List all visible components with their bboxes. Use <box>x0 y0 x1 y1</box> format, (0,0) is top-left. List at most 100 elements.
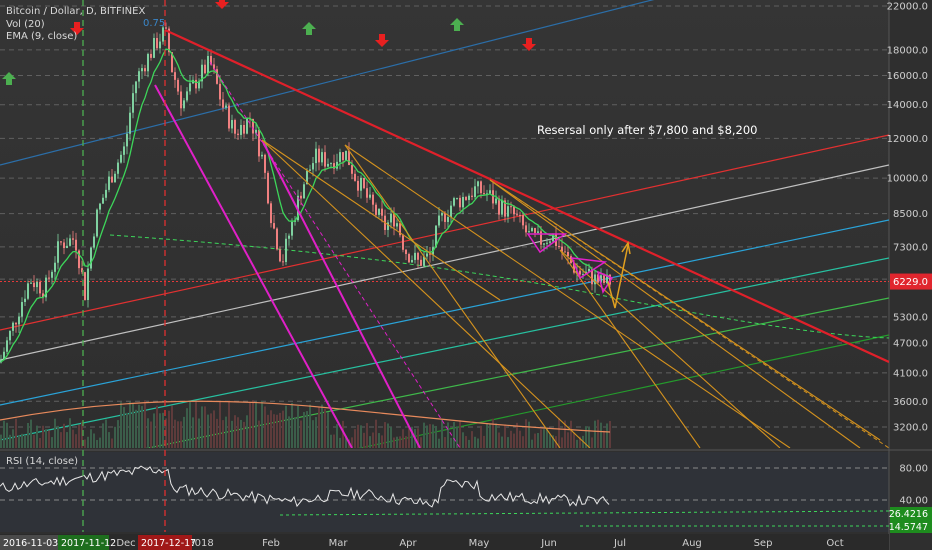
volume-bar <box>33 434 35 448</box>
candle-body <box>594 274 596 285</box>
volume-bar <box>603 430 605 448</box>
time-label: Aug <box>682 538 702 549</box>
candle-body <box>558 245 560 247</box>
volume-bar <box>276 414 278 448</box>
volume-bar <box>123 407 125 448</box>
volume-bar <box>75 434 77 448</box>
candle-body <box>120 154 122 163</box>
time-highlight <box>0 535 58 550</box>
fan-line <box>559 249 781 448</box>
candle-body <box>168 28 170 53</box>
volume-bar <box>423 422 425 448</box>
candle-body <box>150 53 152 58</box>
candle-body <box>99 203 101 210</box>
candle-body <box>174 72 176 80</box>
candle-body <box>465 196 467 200</box>
time-highlight <box>58 535 109 550</box>
volume-bar <box>357 424 359 448</box>
volume-bar <box>111 438 113 448</box>
candle-body <box>354 173 356 181</box>
legend-ema[interactable]: EMA (9, close) <box>6 31 78 42</box>
channel-line <box>0 219 889 406</box>
candle-body <box>366 188 368 198</box>
volume-bar <box>285 405 287 448</box>
volume-bar <box>159 413 161 448</box>
candle-body <box>72 238 74 240</box>
candle-body <box>315 148 317 164</box>
volume-bar <box>198 418 200 448</box>
candle-body <box>6 340 8 352</box>
volume-bar <box>489 423 491 448</box>
candle-body <box>33 282 35 288</box>
candle-body <box>138 71 140 82</box>
chart-legend: Bitcoin / Dollar, D, BITFINEX Vol (20) E… <box>6 6 145 44</box>
volume-bar <box>279 412 281 448</box>
volume-bar <box>243 421 245 448</box>
volume-bar <box>66 432 68 448</box>
candle-body <box>537 231 539 233</box>
candle-body <box>369 194 371 198</box>
volume-bar <box>561 437 563 448</box>
candle-body <box>312 163 314 170</box>
volume-bar <box>18 435 20 448</box>
candle-body <box>132 93 134 113</box>
legend-rsi[interactable]: RSI (14, close) <box>6 456 79 467</box>
candle-body <box>27 283 29 299</box>
volume-bar <box>510 430 512 448</box>
volume-bar <box>468 439 470 448</box>
candle-body <box>15 322 17 325</box>
volume-bar <box>90 429 92 448</box>
volume-bar <box>273 414 275 448</box>
ema-line <box>0 48 611 363</box>
candle-body <box>213 64 215 70</box>
volume-bar <box>477 438 479 448</box>
volume-bar <box>129 401 131 448</box>
legend-symbol[interactable]: Bitcoin / Dollar, D, BITFINEX <box>6 6 146 17</box>
rsi-marker-label: 14.5747 <box>889 522 928 533</box>
volume-bar <box>87 436 89 448</box>
volume-bar <box>420 437 422 448</box>
volume-bar <box>270 410 272 448</box>
volume-bar <box>570 420 572 448</box>
candle-body <box>588 268 590 272</box>
magenta-trendline <box>261 139 421 448</box>
volume-bar <box>180 421 182 448</box>
candle-body <box>186 91 188 101</box>
down-arrow-icon <box>215 0 229 9</box>
fib-label: 0.75 <box>143 18 165 29</box>
candle-body <box>360 177 362 191</box>
rsi-tick-label: 40.00 <box>899 496 928 507</box>
volume-bar <box>492 418 494 448</box>
volume-bar <box>93 433 95 448</box>
legend-volume[interactable]: Vol (20) <box>6 18 45 30</box>
candle-body <box>66 245 68 249</box>
candle-body <box>402 235 404 250</box>
volume-bar <box>156 405 158 448</box>
candle-body <box>12 322 14 331</box>
volume-bar <box>609 420 611 448</box>
volume-bar <box>525 419 527 448</box>
volume-bar <box>600 422 602 448</box>
volume-bar <box>255 401 257 448</box>
candle-body <box>342 152 344 161</box>
time-label: May <box>469 538 490 549</box>
candle-body <box>204 64 206 74</box>
volume-bar <box>303 412 305 448</box>
time-label: Feb <box>262 538 280 549</box>
projection-arrow <box>607 244 629 309</box>
candle-body <box>255 129 257 134</box>
candle-body <box>63 242 65 249</box>
price-tick-label: 3600.0 <box>893 397 928 408</box>
candle-body <box>261 154 263 157</box>
volume-bar <box>486 423 488 448</box>
volume-bar <box>402 429 404 448</box>
volume-bar <box>585 426 587 448</box>
volume-bar <box>588 426 590 448</box>
volume-bar <box>288 416 290 448</box>
price-axis: 22000.0 18000.0 16000.0 14000.0 12000.0 10000… <box>887 2 932 533</box>
volume-bar <box>354 429 356 448</box>
candle-body <box>3 351 5 360</box>
candlesticks <box>0 22 611 364</box>
candle-body <box>330 163 332 165</box>
